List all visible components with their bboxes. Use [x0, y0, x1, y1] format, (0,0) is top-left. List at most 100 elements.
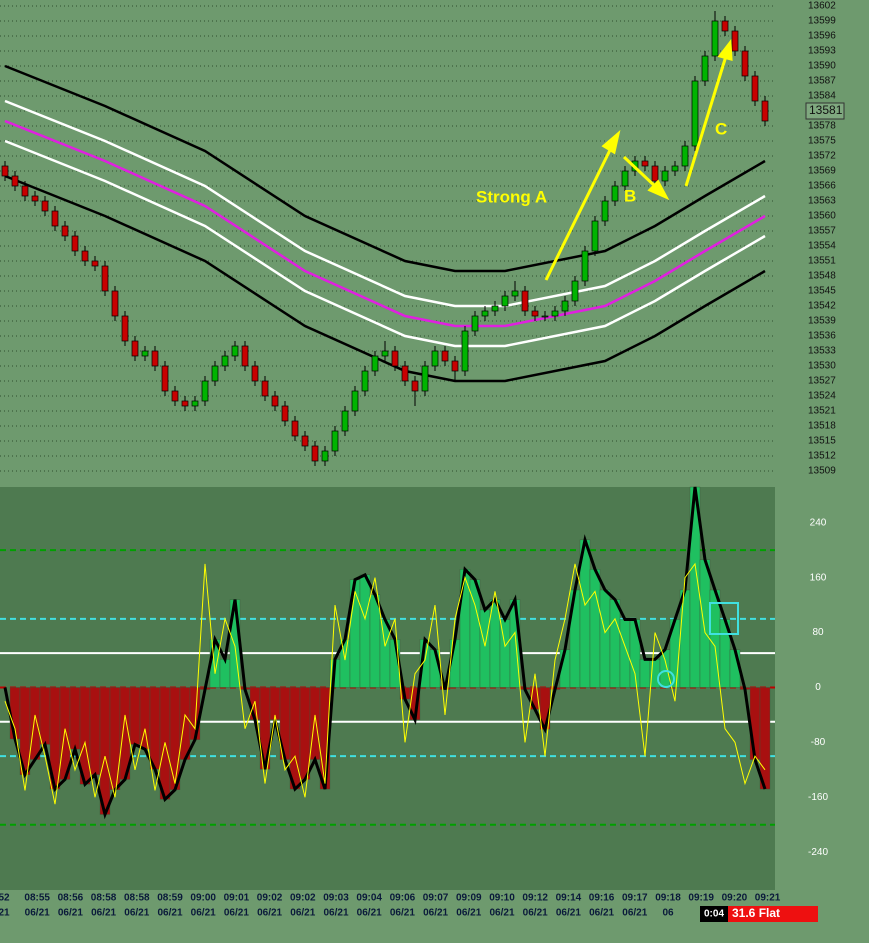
x-tick-label: 09:17: [622, 893, 648, 904]
candle-body: [291, 420, 299, 437]
x-tick-label: 09:01: [224, 893, 250, 904]
candle-body: [151, 350, 159, 367]
candle-body: [101, 265, 109, 292]
x-date-label: 06/21: [523, 908, 548, 919]
arrow-head: [717, 38, 733, 61]
x-tick-label: 09:07: [423, 893, 449, 904]
candle-body: [671, 165, 679, 172]
x-tick-label: 09:16: [589, 893, 615, 904]
x-tick-label: 09:20: [722, 893, 748, 904]
y-tick-label: -160: [808, 792, 828, 803]
y-tick-label: 13590: [808, 61, 836, 72]
arrow-head: [647, 179, 670, 201]
y-tick-label: -80: [811, 737, 826, 748]
x-date-label: 06/21: [157, 908, 182, 919]
y-tick-label: 13524: [808, 391, 836, 402]
candle-body: [281, 405, 289, 422]
candle-body: [581, 250, 589, 282]
y-tick-label: 13575: [808, 136, 836, 147]
candle-body: [561, 300, 569, 312]
y-tick-label: 13545: [808, 286, 836, 297]
candle-body: [261, 380, 269, 397]
signal-circle: [657, 670, 675, 688]
x-date-label: 06: [662, 908, 674, 919]
y-tick-label: 13533: [808, 346, 836, 357]
candle-body: [321, 450, 329, 462]
histogram-bar: [609, 599, 621, 688]
candle-body: [421, 365, 429, 392]
candle-body: [91, 260, 99, 267]
histogram-bar: [619, 619, 631, 688]
y-tick-label: 13560: [808, 211, 836, 222]
y-tick-label: 13593: [808, 46, 836, 57]
candle-body: [201, 380, 209, 402]
y-tick-label: 160: [810, 572, 827, 583]
histogram-bar: [289, 687, 301, 790]
histogram-bar: [699, 559, 711, 688]
candle-body: [711, 20, 719, 57]
histogram-bar: [759, 687, 771, 790]
y-tick-label: 13539: [808, 316, 836, 327]
candle-body: [231, 345, 239, 357]
candle-body: [501, 295, 509, 307]
arrow-head: [601, 129, 621, 155]
candle-body: [211, 365, 219, 382]
y-tick-label: 13569: [808, 166, 836, 177]
last-price-box: [805, 102, 845, 120]
histogram-bar: [639, 659, 651, 688]
candle-body: [531, 310, 539, 317]
candle-body: [81, 250, 89, 262]
x-date-label: 06/21: [25, 908, 50, 919]
x-date-label: 06/21: [323, 908, 348, 919]
candle-body: [621, 170, 629, 187]
candle-body: [351, 390, 359, 412]
y-tick-label: 13551: [808, 256, 836, 267]
candle-body: [221, 355, 229, 367]
candle-body: [411, 380, 419, 392]
candle-body: [251, 365, 259, 382]
y-tick-label: 13521: [808, 406, 836, 417]
x-tick-label: 09:03: [323, 893, 349, 904]
x-tick-label: 08:56: [58, 893, 84, 904]
x-date-label: 06/21: [622, 908, 647, 919]
countdown: 0:04: [704, 909, 724, 920]
x-date-label: 06/21: [191, 908, 216, 919]
signal-box: [709, 602, 739, 635]
candle-body: [651, 165, 659, 182]
candle-body: [681, 145, 689, 167]
candle-body: [71, 235, 79, 252]
y-tick-label: 13554: [808, 241, 836, 252]
y-tick-label: 13518: [808, 421, 836, 432]
x-tick-label: 09:02: [290, 893, 316, 904]
candle-body: [301, 435, 309, 447]
band-line: [4, 119, 766, 328]
candle-body: [491, 305, 499, 312]
candle-body: [591, 220, 599, 252]
candle-body: [641, 160, 649, 167]
bias-box: [728, 906, 818, 922]
x-date-label: 06/21: [390, 908, 415, 919]
x-tick-label: 09:10: [489, 893, 515, 904]
candle-body: [721, 20, 729, 32]
arrow: [544, 145, 614, 281]
x-date-label: 06/21: [290, 908, 315, 919]
x-tick-label: 08:55: [24, 893, 50, 904]
y-tick-label: 0: [815, 682, 821, 693]
candle-body: [141, 350, 149, 357]
candle-body: [161, 365, 169, 392]
band-line: [4, 99, 766, 308]
histogram-bar: [219, 659, 231, 688]
candle-body: [481, 310, 489, 317]
band-line: [4, 139, 766, 348]
x-date-label: 06/21: [423, 908, 448, 919]
x-tick-label: 08:58: [124, 893, 150, 904]
candle-body: [601, 200, 609, 222]
annotation: C: [715, 119, 727, 138]
y-tick-label: 13509: [808, 466, 836, 477]
x-date-label: 06/21: [589, 908, 614, 919]
x-tick-label: 09:02: [257, 893, 283, 904]
candle-body: [361, 370, 369, 392]
histogram-bar: [39, 687, 51, 745]
histogram-bar: [479, 609, 491, 688]
